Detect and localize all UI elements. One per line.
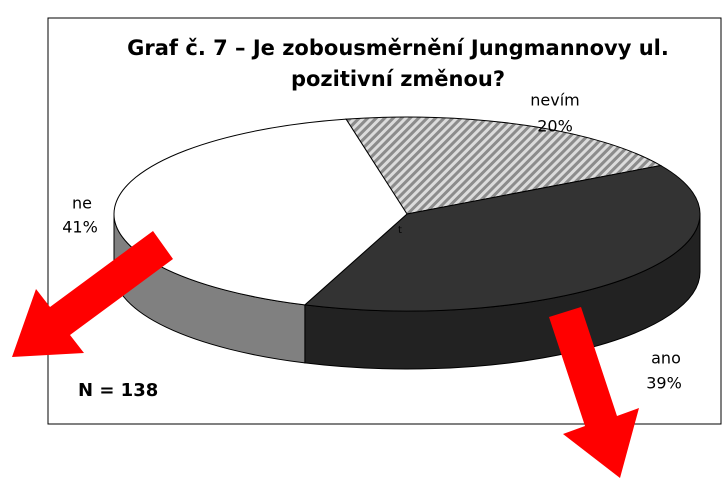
center-mark: t	[398, 225, 402, 236]
pie	[113, 116, 701, 370]
sample-size: N = 138	[78, 380, 158, 401]
arrow	[549, 307, 639, 478]
slice-label: nevím	[530, 91, 579, 110]
slice	[303, 164, 701, 312]
slice	[345, 116, 663, 215]
value-label: 41%	[62, 218, 98, 237]
slice-label: ne	[72, 194, 92, 213]
chart-title: Graf č. 7 – Je zobousměrnění Jungmannovy…	[127, 36, 669, 60]
slice-label: ano	[651, 349, 681, 368]
chart-title: pozitivní změnou?	[291, 67, 505, 91]
slice	[113, 118, 408, 306]
arrow	[12, 231, 173, 357]
value-label: 20%	[537, 117, 573, 136]
value-label: 39%	[646, 374, 682, 393]
